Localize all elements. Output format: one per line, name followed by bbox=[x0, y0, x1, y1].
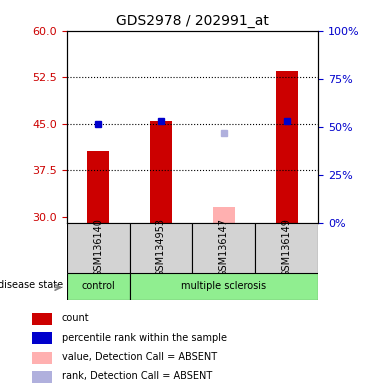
FancyBboxPatch shape bbox=[67, 223, 130, 273]
Title: GDS2978 / 202991_at: GDS2978 / 202991_at bbox=[116, 14, 269, 28]
Text: multiple sclerosis: multiple sclerosis bbox=[181, 281, 266, 291]
FancyBboxPatch shape bbox=[130, 223, 192, 273]
Text: count: count bbox=[62, 313, 90, 323]
Bar bbox=[276, 71, 298, 223]
Text: GSM136147: GSM136147 bbox=[219, 218, 229, 277]
Text: control: control bbox=[81, 281, 115, 291]
Text: GSM136140: GSM136140 bbox=[93, 218, 103, 277]
Text: GSM134953: GSM134953 bbox=[156, 218, 166, 277]
FancyBboxPatch shape bbox=[67, 273, 130, 300]
Bar bbox=[32, 352, 52, 364]
Bar bbox=[150, 121, 172, 223]
Bar bbox=[87, 152, 109, 223]
Text: GSM136149: GSM136149 bbox=[282, 218, 292, 277]
FancyBboxPatch shape bbox=[192, 223, 255, 273]
Bar bbox=[32, 333, 52, 344]
Bar bbox=[32, 313, 52, 325]
Text: disease state: disease state bbox=[0, 280, 63, 290]
Text: percentile rank within the sample: percentile rank within the sample bbox=[62, 333, 227, 343]
FancyBboxPatch shape bbox=[130, 273, 318, 300]
Bar bbox=[32, 371, 52, 383]
Bar bbox=[213, 207, 235, 223]
Text: value, Detection Call = ABSENT: value, Detection Call = ABSENT bbox=[62, 352, 217, 362]
Text: rank, Detection Call = ABSENT: rank, Detection Call = ABSENT bbox=[62, 371, 212, 381]
FancyBboxPatch shape bbox=[255, 223, 318, 273]
